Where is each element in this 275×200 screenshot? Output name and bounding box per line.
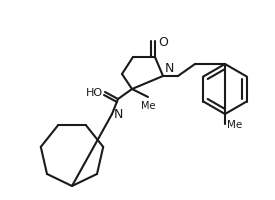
Text: Me: Me: [227, 119, 242, 129]
Text: HO: HO: [86, 88, 103, 98]
Text: O: O: [158, 35, 168, 48]
Text: Me: Me: [141, 100, 155, 110]
Text: N: N: [165, 62, 174, 75]
Text: N: N: [114, 108, 123, 121]
